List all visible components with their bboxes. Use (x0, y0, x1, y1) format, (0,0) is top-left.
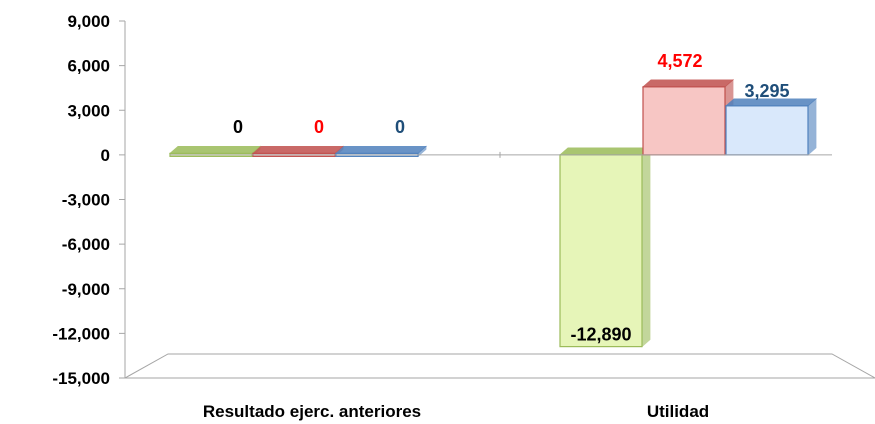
bar-top-face (251, 145, 345, 154)
data-label: -12,890 (570, 325, 631, 345)
data-label: 0 (233, 117, 243, 137)
bar-1-2 (558, 146, 652, 348)
y-tick-label: -9,000 (62, 280, 110, 299)
y-axis-labels: 9,000 6,000 3,000 0 -3,000 -6,000 -9,000 -12,00… (52, 12, 110, 388)
y-tick-label: 6,000 (67, 57, 110, 76)
bar-2-2 (641, 78, 735, 156)
bars (168, 78, 818, 348)
y-tick-label: -6,000 (62, 235, 110, 254)
category-label: Resultado ejerc. anteriores (203, 402, 421, 421)
bar-top-face (558, 147, 652, 156)
chart-floor (123, 353, 875, 379)
data-labels: 0 0 0 -12,890 4,572 3,295 (233, 51, 790, 345)
bar-front-face (559, 154, 643, 348)
y-tick-label: -12,000 (52, 324, 110, 343)
y-axis-ticks (119, 20, 125, 379)
bar-front-face (725, 105, 809, 156)
data-label: 0 (314, 117, 324, 137)
data-label: 3,295 (744, 81, 789, 101)
bar-3-2 (724, 97, 818, 156)
data-label: 4,572 (657, 51, 702, 71)
y-tick-label: -15,000 (52, 369, 110, 388)
y-tick-label: 9,000 (67, 12, 110, 31)
bar-side-face (807, 97, 817, 156)
bar-top-face (641, 79, 735, 88)
category-label: Utilidad (647, 402, 709, 421)
bar-top-face (334, 145, 428, 154)
y-tick-label: 0 (101, 146, 110, 165)
data-label: 0 (395, 117, 405, 137)
bar-top-face (168, 145, 262, 154)
zero-baseline (170, 151, 832, 158)
y-tick-label: -3,000 (62, 191, 110, 210)
bar-side-face (641, 146, 651, 348)
y-tick-label: 3,000 (67, 101, 110, 120)
bar-front-face (642, 86, 726, 156)
category-labels: Resultado ejerc. anteriores Utilidad (203, 402, 709, 421)
